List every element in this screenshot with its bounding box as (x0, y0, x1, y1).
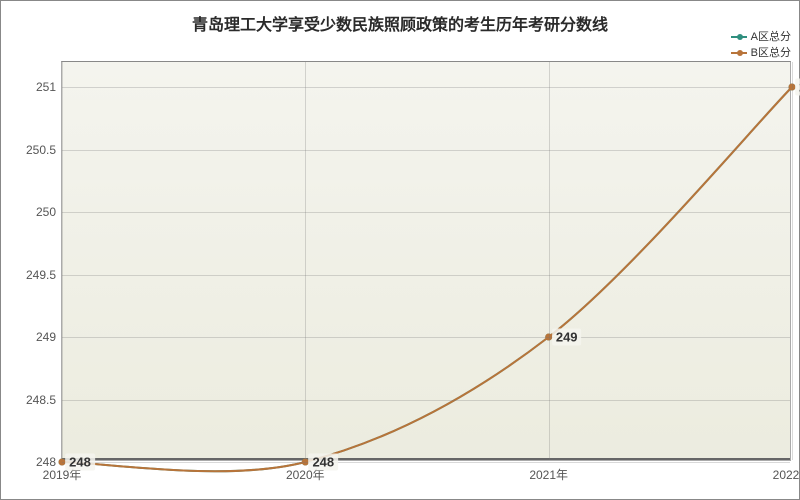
data-label: 249 (552, 329, 582, 346)
x-tick-label: 2022年 (773, 460, 800, 483)
gridline-h (62, 462, 790, 463)
y-tick-label: 250 (36, 205, 62, 219)
y-tick-label: 249 (36, 330, 62, 344)
x-tick-label: 2021年 (529, 460, 568, 483)
chart-title: 青岛理工大学享受少数民族照顾政策的考生历年考研分数线 (1, 11, 799, 35)
legend-swatch-b (731, 52, 747, 54)
gridline-v (792, 62, 793, 460)
legend-item-a: A区总分 (731, 29, 791, 45)
gridline-h (62, 212, 790, 213)
gridline-v (62, 62, 63, 460)
data-label: 251 (795, 79, 800, 96)
y-tick-label: 248.5 (26, 393, 62, 407)
series-line (62, 87, 792, 471)
gridline-h (62, 150, 790, 151)
gridline-h (62, 337, 790, 338)
series-line (62, 87, 792, 471)
legend-item-b: B区总分 (731, 45, 791, 61)
chart-container: 青岛理工大学享受少数民族照顾政策的考生历年考研分数线 A区总分 B区总分 248… (0, 0, 800, 500)
gridline-h (62, 275, 790, 276)
gridline-h (62, 400, 790, 401)
legend-swatch-a (731, 36, 747, 38)
legend-label-b: B区总分 (751, 45, 791, 61)
y-tick-label: 250.5 (26, 143, 62, 157)
gridline-v (305, 62, 306, 460)
gridline-v (549, 62, 550, 460)
legend: A区总分 B区总分 (731, 29, 791, 61)
y-tick-label: 251 (36, 80, 62, 94)
gridline-h (62, 87, 790, 88)
data-label: 248 (65, 454, 95, 471)
y-tick-label: 249.5 (26, 268, 62, 282)
legend-label-a: A区总分 (751, 29, 791, 45)
data-label: 248 (308, 454, 338, 471)
plot-area: 248248.5249249.5250250.52512019年2020年202… (61, 61, 791, 461)
